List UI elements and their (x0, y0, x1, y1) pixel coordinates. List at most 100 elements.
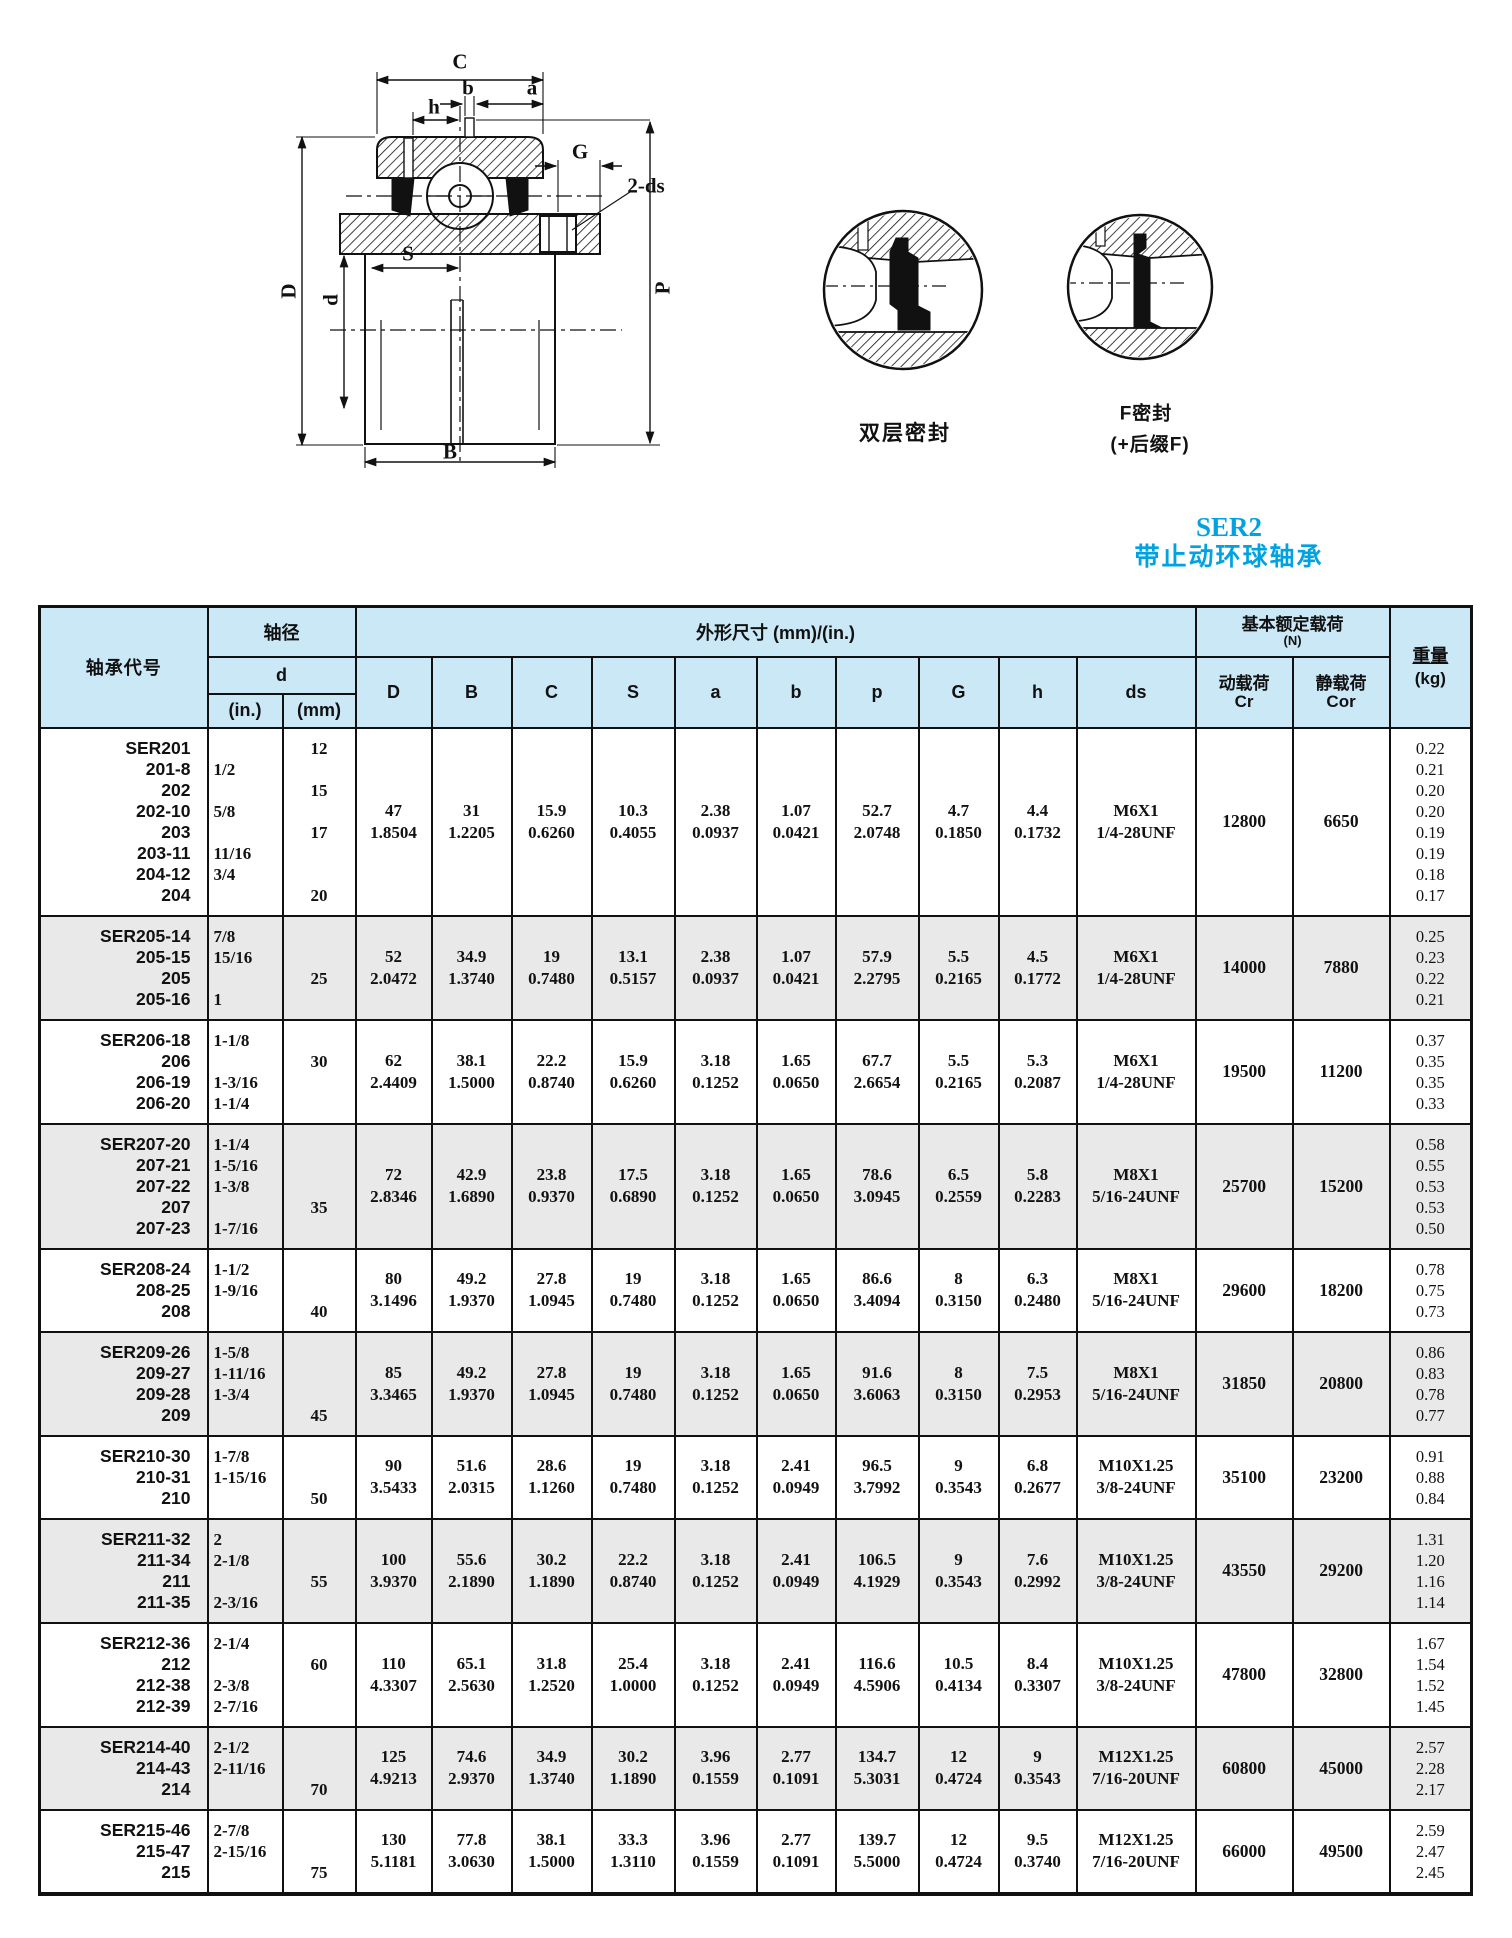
cell-dim-p: 96.5 3.7992 (834, 1434, 920, 1520)
dim-value: 49.2 (456, 1269, 487, 1288)
cell-dim-B: 51.6 2.0315 (430, 1434, 513, 1520)
dim-value: 2.41 (781, 1653, 811, 1673)
cell-line (210, 1779, 281, 1800)
dim-value: 1.07 (781, 800, 811, 820)
cell-static-load: 11200 (1291, 1018, 1391, 1125)
dim-value: 0.1252 (692, 1291, 739, 1310)
cell-dim-ds: M10X1.25 3/8-24UNF (1075, 1621, 1197, 1728)
dim-value: 5.3031 (853, 1769, 901, 1788)
dim-value: 0.7480 (609, 1384, 657, 1404)
cell-dim-D: 90 3.5433 (354, 1434, 433, 1520)
dim-value: 0.1252 (692, 1187, 739, 1206)
dim-value: 0.2559 (935, 1187, 982, 1206)
dim-value: 67.7 (862, 1050, 892, 1070)
cell-line: 206-19 (136, 1071, 191, 1092)
cell-line: 0.21 (1415, 759, 1445, 779)
cell-line: 0.35 (1415, 1072, 1445, 1092)
dim-value: 0.1772 (1014, 968, 1061, 988)
cell-line (210, 1488, 281, 1509)
cell-line: 0.19 (1415, 843, 1445, 863)
dim-value: 0.3543 (935, 1478, 982, 1497)
dim-value: 8.4 (1026, 1653, 1049, 1673)
header-static-load: 静载荷 Cor (1291, 655, 1391, 729)
header-bearing-code: 轴承代号 (38, 605, 209, 729)
cell-dim-p: 116.6 4.5906 (834, 1621, 920, 1728)
cell-dim-S: 10.3 0.4055 (590, 726, 676, 917)
cell-static-load: 45000 (1291, 1725, 1391, 1811)
dim-label-B: B (442, 439, 458, 464)
cell-dim-G: 5.5 0.2165 (917, 914, 1000, 1021)
cell-line (285, 864, 354, 885)
cell-dim-ds: M12X1.25 7/16-20UNF (1075, 1808, 1197, 1896)
dim-value: 0.0650 (772, 1187, 820, 1206)
cell-dim-p: 106.5 4.1929 (834, 1517, 920, 1624)
cell-line: 0.55 (1415, 1155, 1445, 1175)
table-row: SER201 201-8 202 202-10 203 203-11 204-12 204 1/… (38, 726, 1473, 917)
dim-value: 0.0937 (692, 968, 739, 988)
cell-dim-b: 1.65 0.0650 (755, 1247, 837, 1333)
dim-value: 3.18 (700, 1549, 731, 1569)
dim-value: 0.6890 (609, 1187, 657, 1206)
cell-line: 0.53 (1415, 1176, 1445, 1196)
cell-line: 0.22 (1415, 968, 1445, 988)
cell-dynamic-load: 12800 (1194, 726, 1294, 917)
cell-weights: 0.86 0.83 0.78 0.77 (1388, 1330, 1473, 1437)
dim-value: 3.96 (700, 1830, 731, 1849)
cell-line: 211 (162, 1570, 191, 1591)
header-col-G: G (917, 655, 1000, 729)
cell-dynamic-load: 47800 (1194, 1621, 1294, 1728)
cell-line: 204 (161, 884, 191, 905)
cell-shaft-mm: 60 (281, 1621, 357, 1728)
cell-dim-h: 7.5 0.2953 (997, 1330, 1078, 1437)
dim-value: 2.8346 (370, 1187, 417, 1206)
cell-line: 1-15/16 (213, 1467, 267, 1487)
cell-line: 212 (161, 1653, 191, 1674)
dim-value: 0.9370 (528, 1187, 575, 1206)
cell-bearing-codes: SER210-30 210-31 210 (38, 1434, 209, 1520)
dim-value: 1.2205 (448, 822, 495, 842)
dim-value: 0.0949 (772, 1571, 820, 1591)
dim-value: 1.2520 (528, 1675, 575, 1695)
cell-dynamic-load: 14000 (1194, 914, 1294, 1021)
cell-line: 0.35 (1415, 1051, 1445, 1071)
cell-dim-ds: M10X1.25 3/8-24UNF (1075, 1517, 1197, 1624)
cell-dim-G: 8 0.3150 (917, 1247, 1000, 1333)
cell-dim-h: 9 0.3543 (997, 1725, 1078, 1811)
cell-weights: 0.78 0.75 0.73 (1388, 1247, 1473, 1333)
cell-line: 210 (161, 1487, 191, 1508)
dim-value: 0.7480 (528, 968, 575, 988)
dim-value: 2.77 (781, 1830, 811, 1849)
dim-label-d: d (318, 294, 343, 306)
cell-dim-C: 19 0.7480 (510, 914, 593, 1021)
dim-value: 2.5630 (448, 1675, 495, 1695)
series-title: SER2 带止动环球轴承 (1134, 512, 1323, 572)
cell-line: 0.50 (1415, 1218, 1445, 1238)
cell-line: 208-25 (136, 1279, 191, 1300)
cell-shaft-inch: 1-7/8 1-15/16 (206, 1434, 284, 1520)
cell-line: 45 (310, 1405, 328, 1425)
header-dynamic-load: 动载荷 Cr (1194, 655, 1294, 729)
dim-value: 17.5 (618, 1165, 648, 1184)
cell-line: SER205-14 (100, 925, 191, 946)
cell-dim-p: 52.7 2.0748 (834, 726, 920, 917)
dim-value: 1/4-28UNF (1096, 1072, 1176, 1092)
cell-line (285, 1467, 354, 1488)
cell-line: 211-35 (136, 1591, 191, 1612)
cell-dim-D: 47 1.8504 (354, 726, 433, 917)
dim-value: 1.1260 (528, 1478, 575, 1497)
cell-line: 35 (310, 1197, 328, 1217)
dim-value: 96.5 (862, 1456, 892, 1475)
dim-value: 3/8-24UNF (1096, 1571, 1176, 1591)
cell-shaft-inch: 2-7/8 2-15/16 (206, 1808, 284, 1896)
dim-value: 0.1850 (935, 822, 982, 842)
dim-value: 4.7 (947, 800, 970, 820)
dim-value: 3.9370 (370, 1571, 417, 1591)
cell-shaft-inch: 2 2-1/8 2-3/16 (206, 1517, 284, 1624)
cell-line: 50 (310, 1488, 328, 1508)
dim-value: 3/8-24UNF (1096, 1478, 1176, 1497)
dim-value: 110 (381, 1653, 406, 1673)
dim-value: 1.3740 (448, 968, 495, 988)
cell-shaft-mm: 45 (281, 1330, 357, 1437)
dim-value: 19 (543, 946, 560, 966)
dim-value: 31 (463, 800, 480, 820)
